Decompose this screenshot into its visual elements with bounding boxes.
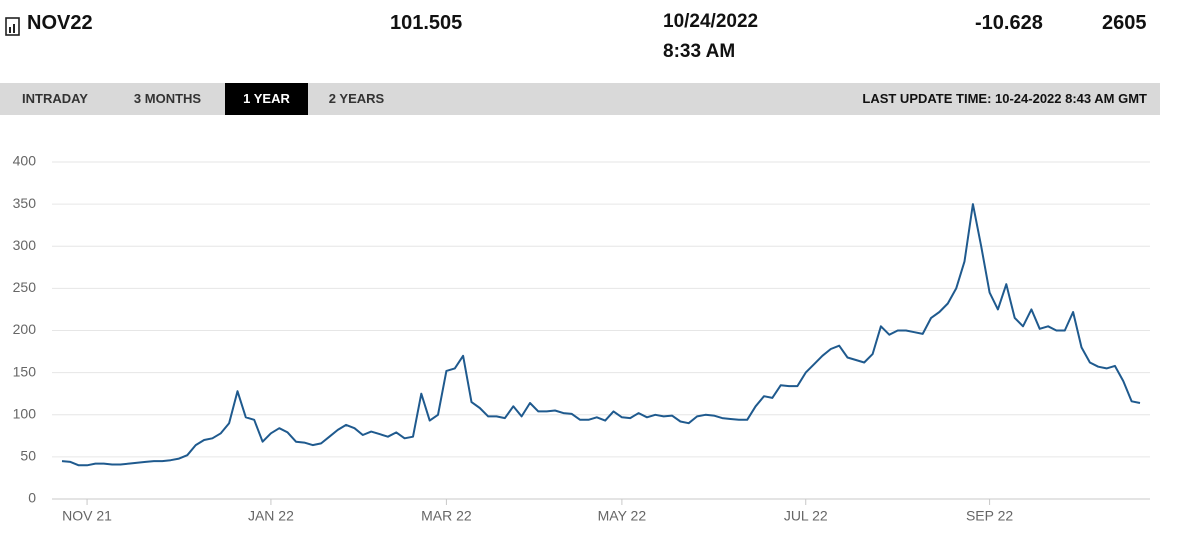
y-tick-label: 50 — [20, 448, 36, 464]
last-update: LAST UPDATE TIME: 10-24-2022 8:43 AM GMT — [862, 91, 1147, 106]
x-tick-label: NOV 21 — [62, 508, 112, 524]
change: -10.628 — [975, 12, 1043, 34]
y-tick-label: 250 — [13, 279, 37, 295]
y-tick-label: 200 — [13, 321, 37, 337]
symbol: NOV22 — [27, 12, 93, 34]
tab-bar: LAST UPDATE TIME: 10-24-2022 8:43 AM GMT… — [0, 83, 1160, 115]
x-tick-label: JAN 22 — [248, 508, 294, 524]
tab[interactable]: 2 YEARS — [328, 91, 385, 106]
time: 8:33 AM — [663, 41, 736, 62]
y-tick-label: 300 — [13, 237, 37, 253]
x-tick-label: SEP 22 — [966, 508, 1013, 524]
y-tick-label: 350 — [13, 195, 37, 211]
x-tick-label: JUL 22 — [784, 508, 828, 524]
price-line — [61, 203, 1141, 467]
y-tick-label: 400 — [13, 153, 37, 169]
y-tick-label: 100 — [13, 405, 37, 421]
x-tick-label: MAY 22 — [598, 508, 647, 524]
tab[interactable]: INTRADAY — [22, 91, 88, 106]
y-tick-label: 150 — [13, 363, 37, 379]
y-tick-label: 0 — [28, 490, 36, 506]
price: 101.505 — [390, 12, 463, 34]
tab[interactable]: 3 MONTHS — [133, 91, 202, 106]
icon — [5, 17, 20, 36]
volume: 2605 — [1102, 12, 1147, 34]
date: 10/24/2022 — [663, 11, 759, 32]
tab[interactable]: 1 YEAR — [225, 83, 308, 115]
x-tick-label: MAR 22 — [421, 508, 472, 524]
